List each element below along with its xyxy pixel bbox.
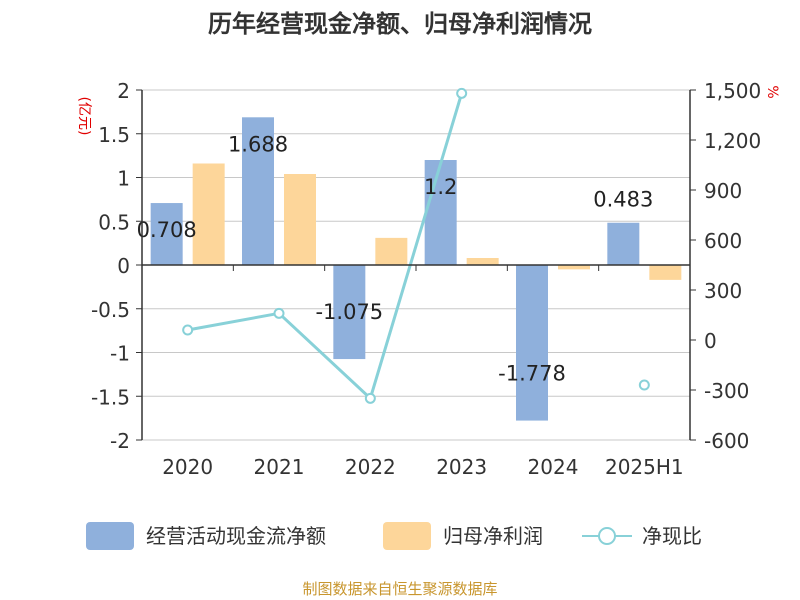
source-note: 制图数据来自恒生聚源数据库 bbox=[302, 580, 497, 598]
ratio-point bbox=[456, 87, 468, 99]
right-tick-label: 600 bbox=[704, 229, 742, 253]
x-tick-label: 2022 bbox=[345, 455, 396, 479]
left-tick-label: 1.5 bbox=[98, 123, 130, 147]
bar-cashflow bbox=[242, 117, 274, 265]
axes bbox=[141, 90, 691, 440]
right-tick-label: 1,500 bbox=[704, 79, 761, 103]
left-tick-label: -1 bbox=[110, 342, 130, 366]
bar-cashflow bbox=[150, 203, 183, 265]
left-tick-label: -2 bbox=[110, 429, 130, 453]
bar-profit bbox=[192, 163, 225, 265]
left-axis-ticks: 2 1.5 1 0.5 0 -0.5 -1 -1.5 -2 bbox=[91, 79, 142, 453]
legend-label-cashflow: 经营活动现金流净额 bbox=[146, 524, 326, 548]
left-tick-label: 2 bbox=[117, 79, 130, 103]
legend: 经营活动现金流净额 归母净利润 净现比 bbox=[86, 522, 702, 550]
legend-label-profit: 归母净利润 bbox=[443, 524, 543, 548]
legend-label-ratio: 净现比 bbox=[642, 524, 702, 548]
x-axis-labels: 2020 2021 2022 2023 2024 2025H1 bbox=[162, 455, 683, 479]
x-tick-label: 2025H1 bbox=[605, 455, 684, 479]
bar-cashflow bbox=[516, 265, 548, 421]
right-tick-label: -300 bbox=[704, 379, 749, 403]
ratio-point bbox=[638, 379, 650, 391]
right-tick-label: 900 bbox=[704, 179, 742, 203]
bar-profit bbox=[649, 265, 682, 280]
ratio-point bbox=[364, 392, 376, 404]
right-axis-ticks: 1,500 1,200 900 600 300 0 -300 -600 bbox=[690, 79, 761, 453]
left-tick-label: -0.5 bbox=[91, 298, 130, 322]
legend-swatch-cashflow bbox=[86, 522, 134, 550]
left-tick-label: 0 bbox=[117, 254, 130, 278]
right-tick-label: 1,200 bbox=[704, 129, 761, 153]
x-tick-label: 2024 bbox=[528, 455, 579, 479]
bar-profit bbox=[375, 237, 408, 265]
x-tick-label: 2021 bbox=[254, 455, 305, 479]
ratio-line bbox=[182, 87, 650, 404]
value-label: 0.708 bbox=[137, 218, 197, 242]
left-axis-label: (亿元) bbox=[76, 97, 92, 136]
x-tick-label: 2023 bbox=[436, 455, 487, 479]
value-labels: 0.708 1.688 -1.075 1.2 -1.778 0.483 bbox=[137, 132, 654, 385]
chart-title: 历年经营现金净额、归母净利润情况 bbox=[208, 10, 592, 38]
left-tick-label: 1 bbox=[117, 167, 130, 191]
value-label: 1.688 bbox=[228, 132, 288, 156]
right-tick-label: 300 bbox=[704, 279, 742, 303]
value-label: -1.075 bbox=[315, 300, 383, 324]
value-label: -1.778 bbox=[498, 362, 566, 386]
right-tick-label: 0 bbox=[704, 329, 717, 353]
left-tick-label: -1.5 bbox=[91, 385, 130, 409]
value-label: 1.2 bbox=[424, 175, 457, 199]
bar-cashflow bbox=[607, 222, 640, 265]
right-axis-label: % bbox=[764, 85, 780, 98]
legend-marker-ratio bbox=[598, 527, 616, 545]
legend-swatch-profit bbox=[383, 522, 431, 550]
bars bbox=[150, 117, 682, 421]
left-tick-label: 0.5 bbox=[98, 210, 130, 234]
bar-cashflow bbox=[424, 160, 457, 265]
bar-profit bbox=[466, 258, 499, 265]
bar-profit bbox=[284, 174, 316, 265]
ratio-point bbox=[182, 324, 194, 336]
bar-profit bbox=[558, 265, 590, 270]
right-tick-label: -600 bbox=[704, 429, 749, 453]
ratio-line-segment bbox=[187, 92, 464, 402]
value-label: 0.483 bbox=[593, 188, 653, 212]
x-tick-label: 2020 bbox=[162, 455, 213, 479]
ratio-point bbox=[273, 307, 285, 319]
bar-cashflow bbox=[333, 265, 366, 360]
